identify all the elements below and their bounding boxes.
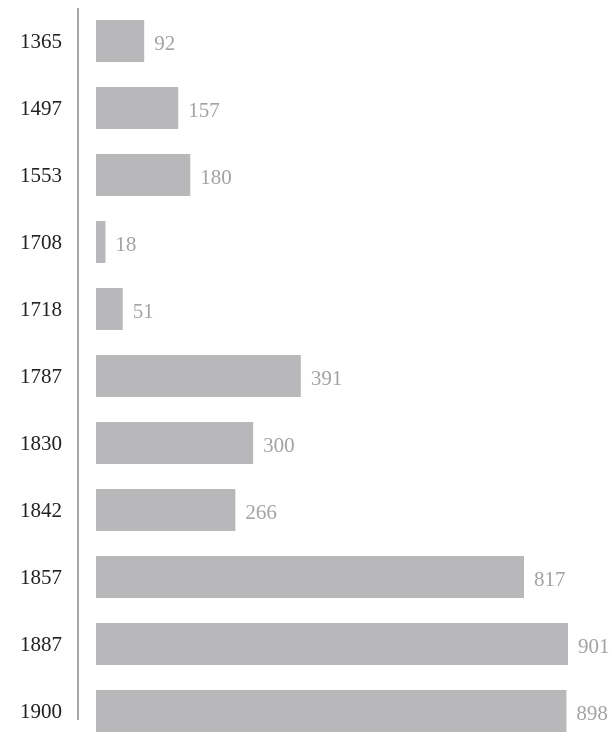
- value-label: 300: [263, 433, 295, 457]
- value-label: 157: [188, 98, 220, 122]
- value-label: 817: [534, 567, 566, 591]
- bar: [96, 154, 191, 196]
- category-label: 1787: [20, 364, 62, 388]
- bar: [96, 556, 524, 598]
- category-label: 1887: [20, 632, 62, 656]
- bar: [96, 623, 568, 665]
- category-label: 1857: [20, 565, 62, 589]
- value-label: 901: [578, 634, 610, 658]
- category-label: 1365: [20, 29, 62, 53]
- value-label: 180: [200, 165, 232, 189]
- value-label: 266: [245, 500, 277, 524]
- value-label: 92: [154, 31, 175, 55]
- category-label: 1900: [20, 699, 62, 723]
- value-label: 18: [115, 232, 136, 256]
- bar: [96, 422, 254, 464]
- bar: [96, 20, 145, 62]
- value-label: 391: [311, 366, 343, 390]
- bar: [96, 690, 567, 732]
- category-label: 1497: [20, 96, 62, 120]
- value-label: 51: [133, 299, 154, 323]
- category-label: 1553: [20, 163, 62, 187]
- bar: [96, 489, 236, 531]
- bar: [96, 288, 123, 330]
- category-label: 1718: [20, 297, 62, 321]
- bars-group: 1365 92 1497 157 1553 180 1708 18 1718 51 1787 391 1…: [20, 20, 610, 732]
- category-label: 1842: [20, 498, 62, 522]
- bar: [96, 87, 179, 129]
- bar: [96, 221, 106, 263]
- bar: [96, 355, 301, 397]
- category-label: 1830: [20, 431, 62, 455]
- category-label: 1708: [20, 230, 62, 254]
- value-label: 898: [576, 701, 608, 725]
